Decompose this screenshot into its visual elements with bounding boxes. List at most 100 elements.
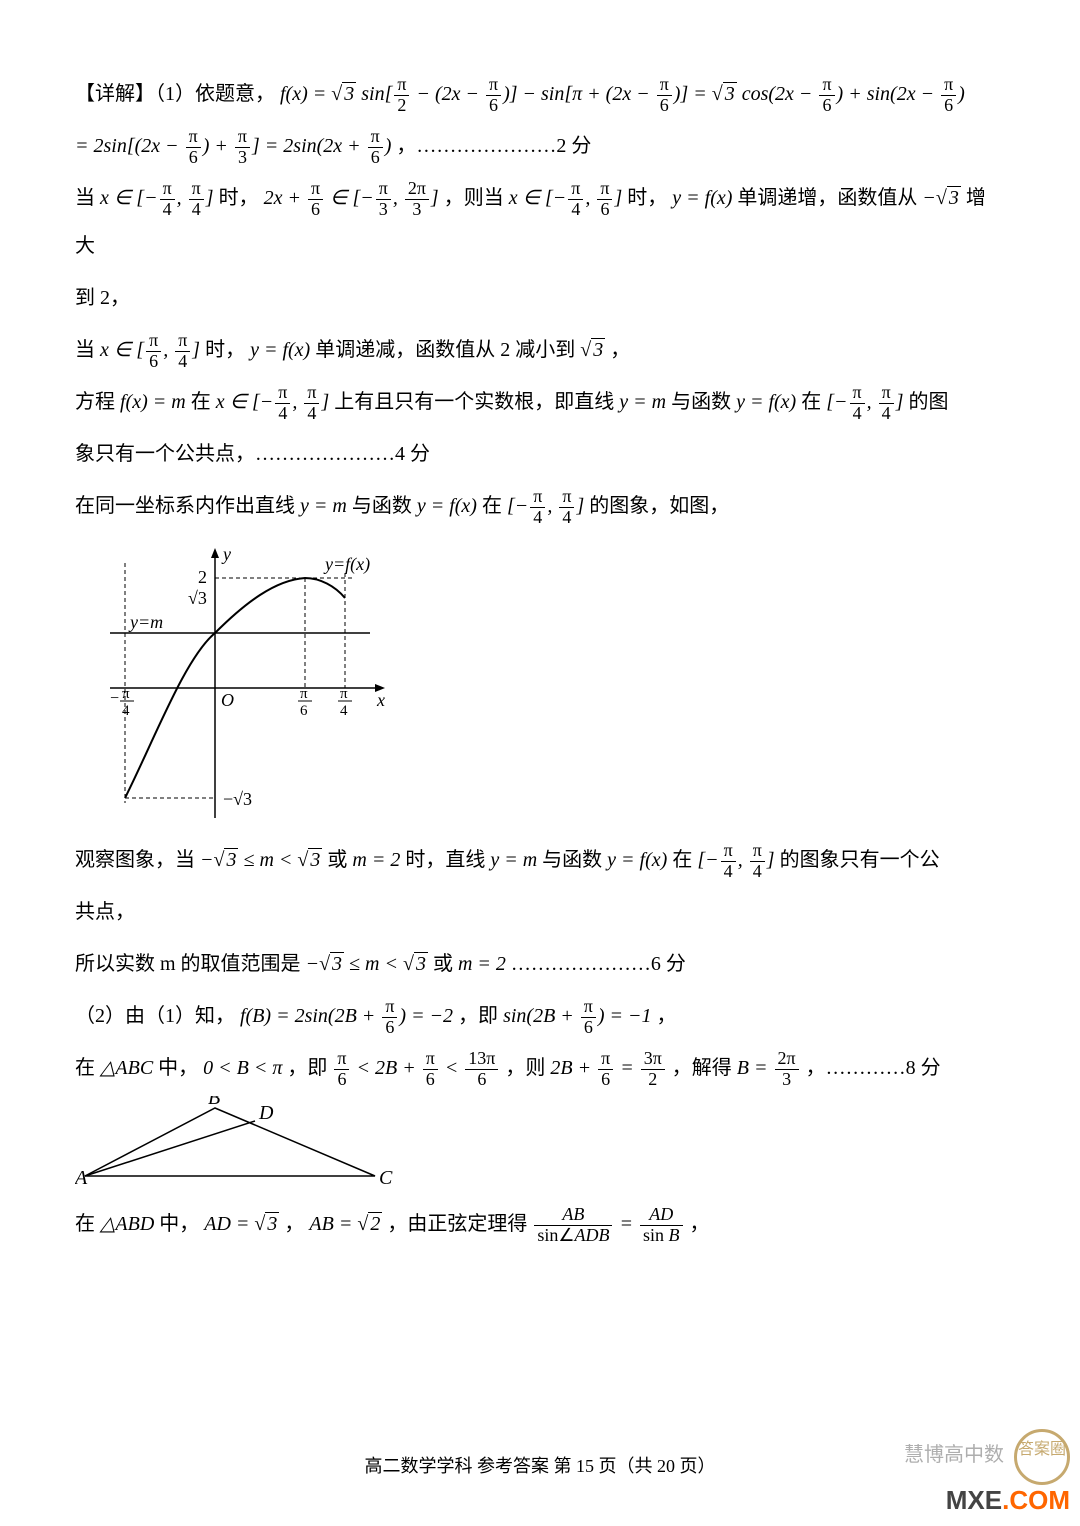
svg-text:B: B [208,1096,220,1109]
b-range: 0 < B < π [203,1057,287,1079]
text: 在 [482,495,507,517]
text: 上有且只有一个实数根，即直线 [334,391,619,413]
triangle-abc: △ABC [100,1057,158,1079]
interval-8: [−π4, π4] [697,849,779,871]
svg-text:D: D [258,1102,274,1124]
score-6: 6 分 [651,953,686,975]
solution-line-7: 象只有一个公共点，…………………4 分 [75,430,1005,478]
text: ，则当 [444,187,504,209]
svg-text:O: O [221,690,234,710]
answer-badge-icon: 答案圈 [1014,1429,1070,1485]
text: ， [657,1005,677,1027]
watermark-text: 慧博高中数 [904,1444,1004,1466]
text: 中， [159,1213,199,1235]
interval-2: 2x + π6 ∈ [−π3, 2π3] [264,187,444,209]
solution-line-2: = 2sin[(2x − π6) + π3] = 2sin(2x + π6) ，… [75,122,1005,170]
text: 中， [158,1057,198,1079]
wm-part2: .COM [1002,1485,1070,1515]
neg-sqrt3: −3 [922,187,965,209]
solution-line-6: 方程 f(x) = m 在 x ∈ [−π4, π4] 上有且只有一个实数根，即… [75,378,1005,426]
math-fx-def: f(x) = 3 sin[π2 − (2x − π6)] − sin[π + (… [280,83,965,105]
label-detail: 【详解】（1）依题意， [75,83,275,105]
solution-line-10: 共点， [75,888,1005,936]
text: 当 [75,187,95,209]
yfx-2: y = f(x) [250,339,315,361]
text: （2）由（1）知， [75,1005,235,1027]
eq-2b: 2B + π6 = 3π2 [550,1057,671,1079]
graph-figure: y x O y=f(x) y=m 2 √3 −√3 − π 4 π 6 π 4 [95,538,395,828]
yfx: y = f(x) [672,187,737,209]
text: ，则 [505,1057,545,1079]
interval-7: [−π4, π4] [507,495,589,517]
text: ，由正弦定理得 [387,1213,527,1235]
svg-text:6: 6 [300,703,308,719]
text: ， [610,339,630,361]
triangle-figure: A B C D [75,1096,395,1196]
svg-text:C: C [379,1167,393,1189]
ineq: π6 < 2B + π6 < 13π6 [332,1057,505,1079]
score-2: 2 分 [556,135,591,157]
dots: ，………………… [396,135,556,157]
solution-line-14: 在 △ABD 中， AD = 3 ， AB = 2 ，由正弦定理得 ABsin∠… [75,1200,1005,1248]
range-m-2: −3 ≤ m < 3 [306,953,433,975]
solution-line-12: （2）由（1）知， f(B) = 2sin(2B + π6) = −2 ，即 s… [75,992,1005,1040]
sqrt3: 3 [580,339,610,361]
text: 的图象，如图， [589,495,729,517]
text: 与函数 [352,495,417,517]
text: 单调递减，函数值从 2 减小到 [315,339,575,361]
text: 时， [627,187,667,209]
interval-1: x ∈ [−π4, π4] [100,187,219,209]
solution-line-9: 观察图象，当 −3 ≤ m < 3 或 m = 2 时，直线 y = m 与函数… [75,836,1005,884]
score-8: 8 分 [906,1057,941,1079]
sin-eq: sin(2B + π6) = −1 [503,1005,656,1027]
fb-eq: f(B) = 2sin(2B + π6) = −2 [240,1005,458,1027]
law-of-sines: ABsin∠ADB = ADsin B [532,1213,689,1235]
range-m: −3 ≤ m < 3 [200,849,327,871]
ym: y = m [619,391,671,413]
watermark: 慧博高中数 答案圈 MXE.COM [904,1429,1070,1516]
text: 在 [191,391,216,413]
text: 在 [672,849,697,871]
wm-part1: MXE [946,1485,1002,1515]
text: 与函数 [542,849,607,871]
solution-line-5: 当 x ∈ [π6, π4] 时， y = f(x) 单调递减，函数值从 2 减… [75,326,1005,374]
svg-text:−: − [110,690,119,707]
text: 在 [75,1213,95,1235]
svg-text:4: 4 [122,703,130,719]
text: ，即 [287,1057,327,1079]
svg-text:y=m: y=m [128,612,163,632]
ad-val: AD = 3 [204,1213,284,1235]
text: ， [284,1213,304,1235]
svg-text:π: π [300,686,308,702]
text: 所以实数 m 的取值范围是 [75,953,306,975]
text: 时， [219,187,259,209]
ym-2: y = m [300,495,352,517]
document-page: 【详解】（1）依题意， f(x) = 3 sin[π2 − (2x − π6)]… [0,0,1080,1526]
solution-line-1: 【详解】（1）依题意， f(x) = 3 sin[π2 − (2x − π6)]… [75,70,1005,118]
solution-line-4: 到 2， [75,274,1005,322]
text: 的图象只有一个公 [780,849,940,871]
b-solve: B = 2π3 [737,1057,806,1079]
yfx-3: y = f(x) [736,391,801,413]
svg-text:2: 2 [198,567,207,587]
text: 或 [433,953,458,975]
svg-text:√3: √3 [188,588,207,608]
svg-text:x: x [376,690,385,710]
text: 在同一坐标系内作出直线 [75,495,300,517]
svg-text:−√3: −√3 [223,789,252,809]
fxm: f(x) = m [120,391,191,413]
ym-3: y = m [490,849,542,871]
text: ，即 [458,1005,498,1027]
text: 或 [327,849,352,871]
interval-4: x ∈ [π6, π4] [100,339,205,361]
triangle-abd: △ABD [100,1213,159,1235]
text: 当 [75,339,95,361]
math-fx-simplified: = 2sin[(2x − π6) + π3] = 2sin(2x + π6) [75,135,396,157]
svg-text:π: π [122,686,130,702]
interval-6: [−π4, π4] [826,391,908,413]
svg-text:π: π [340,686,348,702]
graph-svg: y x O y=f(x) y=m 2 √3 −√3 − π 4 π 6 π 4 [95,538,395,828]
text: ，解得 [672,1057,732,1079]
text: 方程 [75,391,115,413]
m-eq-2: m = 2 [352,849,405,871]
